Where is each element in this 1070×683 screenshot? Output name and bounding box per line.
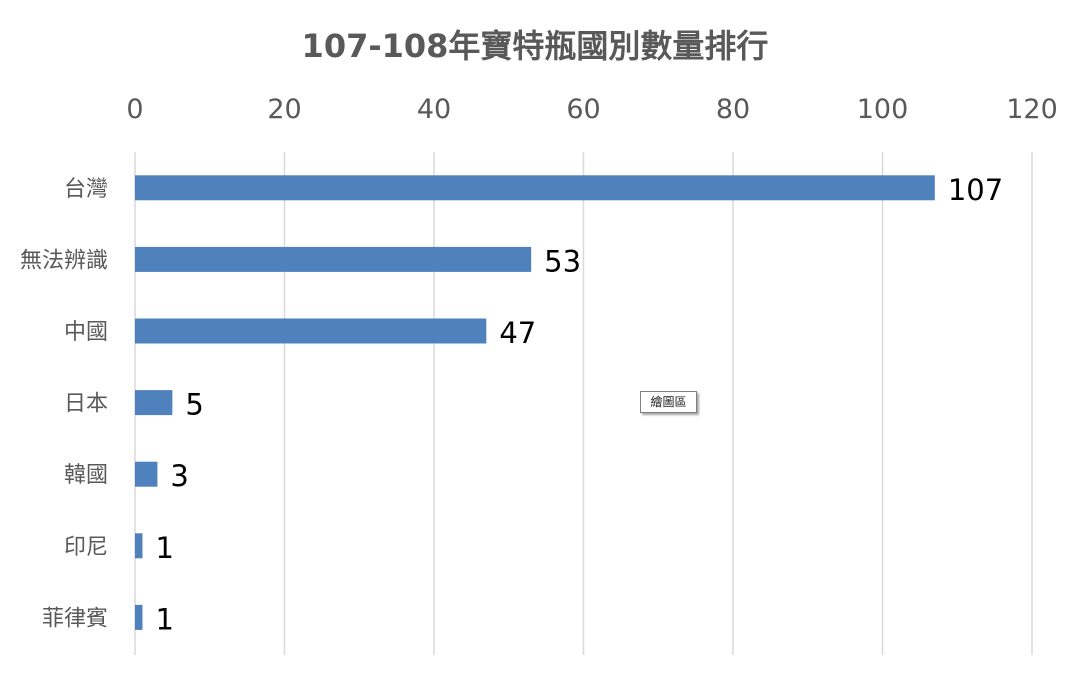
category-label: 日本: [64, 392, 108, 417]
data-label: 53: [544, 244, 581, 278]
gridlines: [134, 152, 1033, 655]
x-tick-label: 60: [566, 94, 600, 125]
bar: [135, 604, 143, 630]
data-label: 47: [499, 316, 536, 350]
category-label: 印尼: [64, 535, 108, 560]
category-label: 韓國: [64, 463, 108, 488]
bar: [135, 461, 158, 487]
x-tick-label: 20: [267, 94, 301, 125]
x-tick-label: 100: [857, 94, 909, 125]
bar: [135, 175, 935, 201]
bar: [135, 246, 532, 272]
category-label: 台灣: [64, 177, 108, 202]
data-label: 5: [185, 388, 203, 422]
x-tick-label: 40: [417, 94, 451, 125]
category-label: 中國: [64, 320, 108, 345]
data-label: 3: [170, 459, 188, 493]
data-label: 107: [948, 173, 1003, 207]
plot-area-tooltip: 繪圖區: [640, 391, 697, 413]
x-tick-label: 120: [1006, 94, 1058, 125]
data-label: 1: [155, 602, 173, 636]
x-tick-label: 80: [716, 94, 750, 125]
data-label: 1: [155, 531, 173, 565]
chart-title: 107-108年寶特瓶國別數量排行: [302, 27, 769, 65]
x-tick-label: 0: [126, 94, 143, 125]
category-label: 無法辨識: [20, 248, 108, 273]
category-label: 菲律賓: [42, 606, 108, 631]
bars: [135, 175, 935, 630]
bar: [135, 533, 143, 559]
x-axis-ticks: 0 20 40 60 80 100 120: [126, 94, 1057, 125]
bar: [135, 318, 487, 344]
bar: [135, 390, 173, 416]
